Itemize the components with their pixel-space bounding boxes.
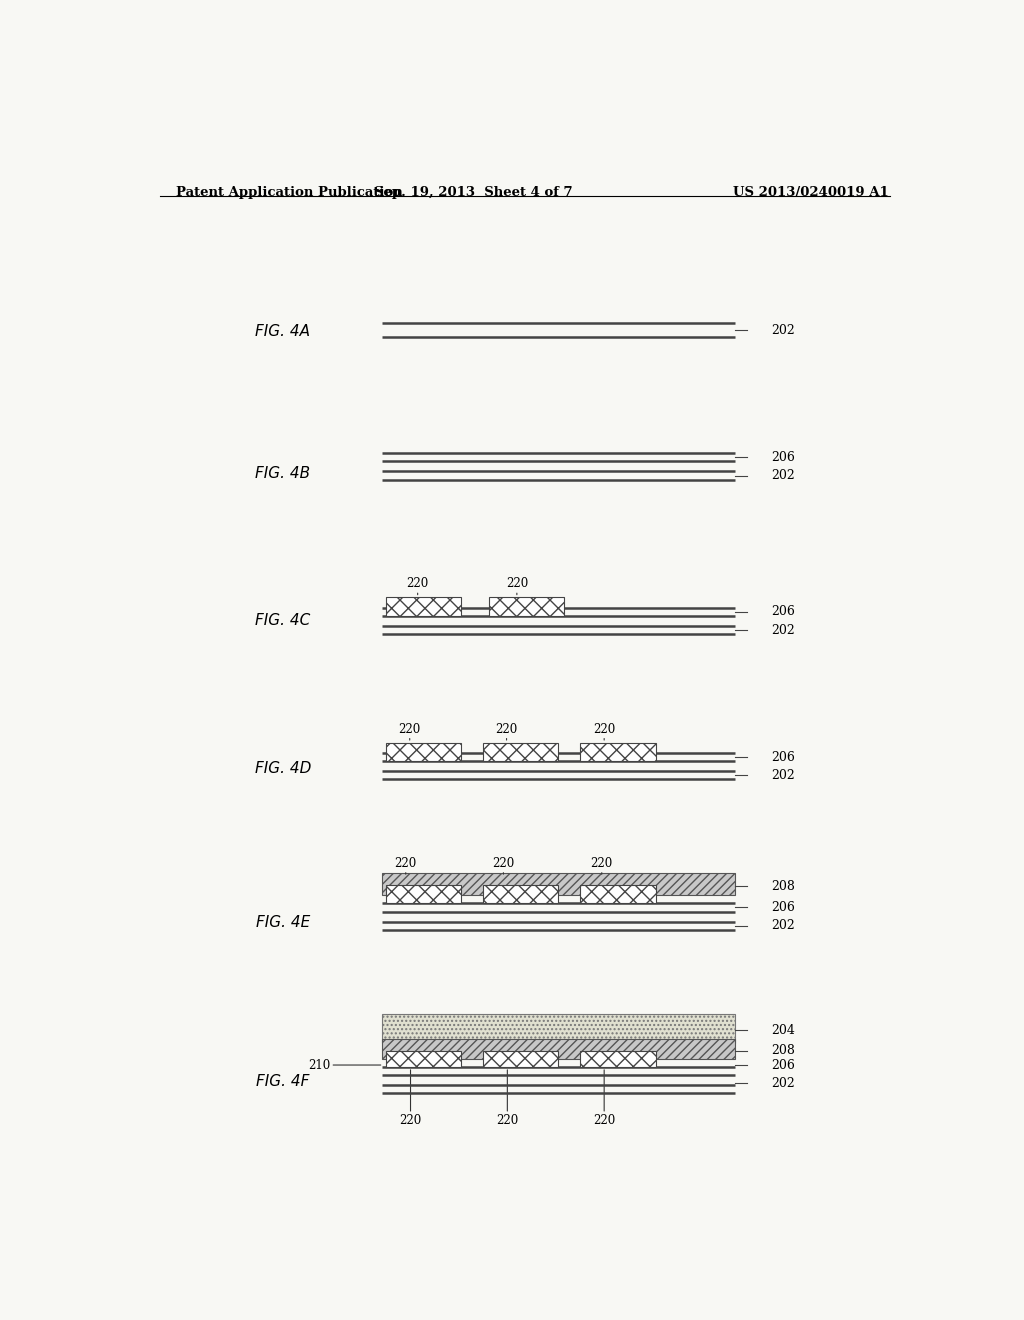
Text: 220: 220 bbox=[591, 857, 613, 870]
Text: 202: 202 bbox=[771, 623, 795, 636]
Text: 206: 206 bbox=[771, 450, 795, 463]
Text: 220: 220 bbox=[399, 1114, 422, 1127]
Text: FIG. 4C: FIG. 4C bbox=[255, 614, 310, 628]
Text: FIG. 4B: FIG. 4B bbox=[255, 466, 310, 480]
Text: 206: 206 bbox=[771, 1059, 795, 1072]
Bar bbox=[581, 743, 655, 762]
Bar bbox=[386, 743, 461, 762]
Bar bbox=[482, 886, 558, 903]
Bar bbox=[386, 598, 461, 615]
Text: FIG. 4A: FIG. 4A bbox=[255, 323, 310, 339]
Text: 220: 220 bbox=[493, 857, 514, 870]
Text: 220: 220 bbox=[407, 577, 429, 590]
Bar bbox=[382, 1014, 735, 1043]
Text: FIG. 4E: FIG. 4E bbox=[256, 915, 310, 931]
Text: 206: 206 bbox=[771, 751, 795, 763]
Bar bbox=[382, 1039, 735, 1059]
Text: 202: 202 bbox=[771, 919, 795, 932]
Text: 202: 202 bbox=[771, 768, 795, 781]
Bar bbox=[386, 886, 461, 903]
Text: US 2013/0240019 A1: US 2013/0240019 A1 bbox=[732, 186, 889, 199]
Text: 220: 220 bbox=[593, 723, 615, 735]
Text: 202: 202 bbox=[771, 323, 795, 337]
Bar bbox=[489, 598, 564, 615]
Bar bbox=[382, 873, 735, 895]
Text: 208: 208 bbox=[771, 1044, 795, 1057]
Text: Patent Application Publication: Patent Application Publication bbox=[176, 186, 402, 199]
Bar bbox=[581, 1051, 655, 1067]
Text: 220: 220 bbox=[394, 857, 417, 870]
Text: 220: 220 bbox=[506, 577, 528, 590]
Text: FIG. 4F: FIG. 4F bbox=[256, 1073, 309, 1089]
Bar bbox=[482, 743, 558, 762]
Text: 202: 202 bbox=[771, 1077, 795, 1090]
Text: 220: 220 bbox=[398, 723, 421, 735]
Text: 206: 206 bbox=[771, 605, 795, 618]
Bar bbox=[386, 1051, 461, 1067]
Text: 220: 220 bbox=[496, 723, 518, 735]
Text: 220: 220 bbox=[593, 1114, 615, 1127]
Text: 208: 208 bbox=[771, 879, 795, 892]
Text: FIG. 4D: FIG. 4D bbox=[255, 760, 311, 776]
Bar bbox=[581, 886, 655, 903]
Text: 220: 220 bbox=[497, 1114, 518, 1127]
Text: 202: 202 bbox=[771, 469, 795, 482]
Text: 206: 206 bbox=[771, 902, 795, 913]
Text: 204: 204 bbox=[771, 1024, 795, 1038]
Text: Sep. 19, 2013  Sheet 4 of 7: Sep. 19, 2013 Sheet 4 of 7 bbox=[374, 186, 572, 199]
Bar bbox=[482, 1051, 558, 1067]
Text: 210: 210 bbox=[308, 1059, 331, 1072]
